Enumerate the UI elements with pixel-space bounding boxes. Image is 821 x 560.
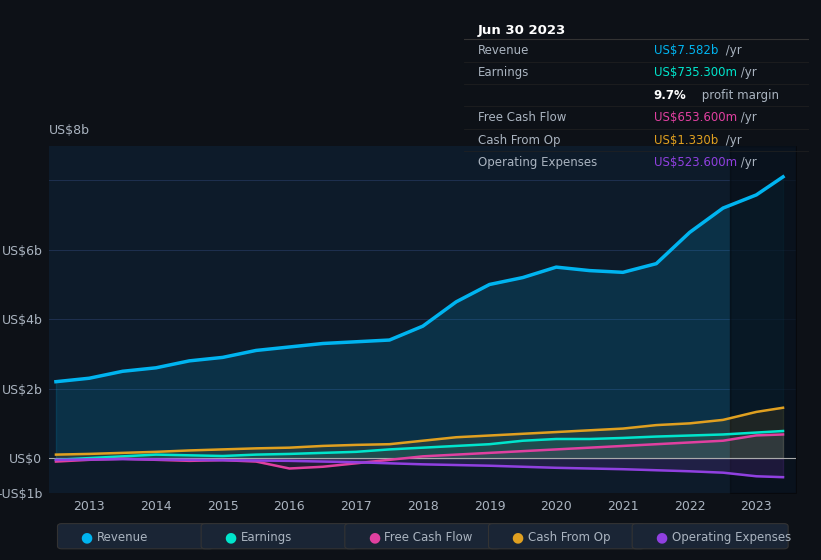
Text: US$7.582b: US$7.582b xyxy=(654,44,718,57)
Text: US$735.300m: US$735.300m xyxy=(654,66,736,80)
Text: US$8b: US$8b xyxy=(49,124,90,137)
Text: ●: ● xyxy=(511,530,524,544)
Text: ●: ● xyxy=(224,530,236,544)
Text: /yr: /yr xyxy=(722,133,741,147)
Text: /yr: /yr xyxy=(722,44,741,57)
Text: /yr: /yr xyxy=(737,66,757,80)
Text: ●: ● xyxy=(368,530,380,544)
Text: Operating Expenses: Operating Expenses xyxy=(672,530,791,544)
Text: Jun 30 2023: Jun 30 2023 xyxy=(478,24,566,37)
Text: profit margin: profit margin xyxy=(699,88,779,102)
Text: Revenue: Revenue xyxy=(478,44,529,57)
Text: /yr: /yr xyxy=(737,156,757,169)
Text: Earnings: Earnings xyxy=(241,530,292,544)
Text: ●: ● xyxy=(655,530,667,544)
Text: US$523.600m: US$523.600m xyxy=(654,156,736,169)
Text: Earnings: Earnings xyxy=(478,66,529,80)
Text: ●: ● xyxy=(80,530,93,544)
Bar xyxy=(730,146,796,493)
Text: US$653.600m: US$653.600m xyxy=(654,111,736,124)
Text: US$1.330b: US$1.330b xyxy=(654,133,718,147)
Text: 9.7%: 9.7% xyxy=(654,88,686,102)
Text: Free Cash Flow: Free Cash Flow xyxy=(384,530,473,544)
Text: Cash From Op: Cash From Op xyxy=(528,530,610,544)
Text: Free Cash Flow: Free Cash Flow xyxy=(478,111,566,124)
Text: Revenue: Revenue xyxy=(97,530,149,544)
Text: Operating Expenses: Operating Expenses xyxy=(478,156,597,169)
Text: Cash From Op: Cash From Op xyxy=(478,133,560,147)
Text: /yr: /yr xyxy=(737,111,757,124)
